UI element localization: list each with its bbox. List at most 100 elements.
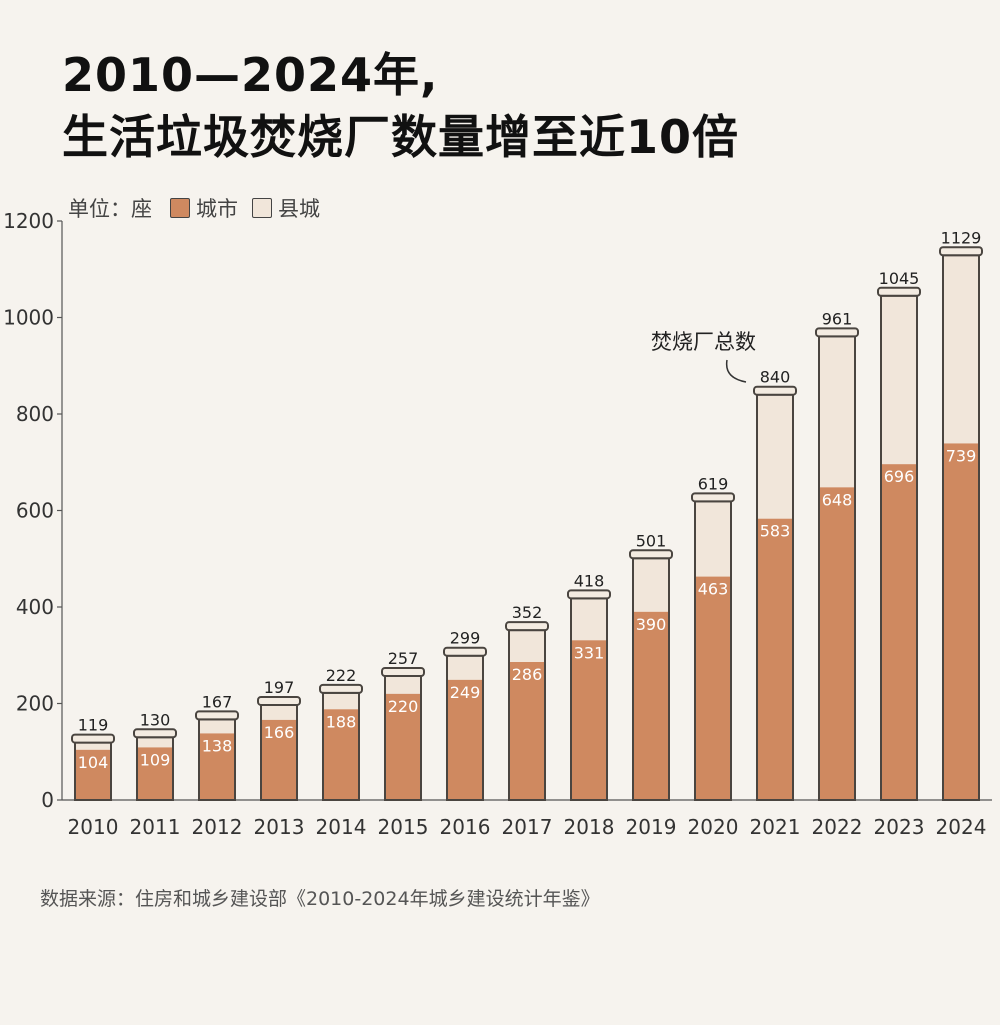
city-value-label: 286 (512, 665, 543, 684)
legend-label-city: 城市 (196, 197, 238, 221)
bar-county (447, 655, 483, 680)
total-label: 130 (140, 710, 171, 729)
chart-title: 2010—2024年, 生活垃圾焚烧厂数量增至近10倍 (62, 44, 739, 168)
total-label: 299 (450, 629, 481, 648)
annotation-label: 焚烧厂总数 (651, 330, 756, 354)
total-label: 501 (636, 531, 667, 550)
unit-label: 单位：座 (68, 197, 152, 221)
city-value-label: 331 (574, 643, 605, 662)
bar-county (323, 692, 359, 710)
city-value-label: 463 (698, 580, 729, 599)
bar-cap (877, 286, 921, 297)
bar-cap (319, 683, 363, 694)
bar-group: 352 286 (505, 603, 549, 801)
bar-group: 501 390 (629, 531, 673, 802)
bar-group: 840 583 (753, 368, 797, 801)
city-value-label: 249 (450, 683, 481, 702)
legend-item-county: 县城 (252, 193, 320, 223)
bar-group: 1045 696 (877, 269, 921, 801)
bar-group: 961 648 (815, 309, 859, 801)
source-note: 数据来源：住房和城乡建设部《2010-2024年城乡建设统计年鉴》 (40, 888, 600, 910)
bar-chart: 0 200 400 600 800 1000 1200 2010 2011 2012 2013 201… (3, 209, 992, 839)
y-tick-label: 0 (41, 788, 54, 812)
bar-cap (753, 385, 797, 396)
bar-city (323, 709, 359, 800)
bar-group: 257 220 (381, 649, 425, 801)
legend-swatch-county (252, 198, 272, 218)
total-label: 257 (388, 649, 419, 668)
bar-city (819, 487, 855, 800)
total-label: 840 (760, 368, 791, 387)
total-label: 961 (822, 309, 853, 328)
bar-group: 119 104 (71, 716, 115, 802)
bar-city (447, 679, 483, 800)
city-value-label: 188 (326, 712, 357, 731)
x-tick-label: 2022 (812, 815, 863, 839)
y-tick-label: 1200 (3, 209, 54, 233)
bar-city (571, 640, 607, 800)
total-label: 197 (264, 678, 295, 697)
bar-cap (815, 327, 859, 338)
x-tick-label: 2017 (502, 815, 553, 839)
city-value-label: 220 (388, 697, 419, 716)
bar-group: 619 463 (691, 474, 735, 801)
annotation-pointer (725, 359, 747, 383)
bar-cap (195, 710, 239, 721)
city-value-label: 104 (78, 753, 109, 772)
total-label: 619 (698, 474, 729, 493)
bar-county (881, 295, 917, 465)
x-tick-label: 2021 (750, 815, 801, 839)
bar-county (943, 255, 979, 444)
bar-county (633, 558, 669, 612)
bar-cap (691, 492, 735, 503)
bar-group: 130 109 (133, 710, 177, 802)
bar-county (261, 704, 297, 720)
total-label: 119 (78, 716, 109, 735)
bar-county (137, 737, 173, 748)
bar-city (881, 464, 917, 800)
bar-cap (505, 621, 549, 632)
bar-city (137, 747, 173, 800)
bar-cap (133, 728, 177, 739)
x-tick-label: 2020 (688, 815, 739, 839)
city-value-label: 166 (264, 723, 295, 742)
legend-label-county: 县城 (278, 197, 320, 221)
x-tick-label: 2018 (564, 815, 615, 839)
y-tick-label: 800 (16, 402, 54, 426)
x-tick-label: 2015 (378, 815, 429, 839)
title-line-2: 生活垃圾焚烧厂数量增至近10倍 (62, 110, 740, 164)
bar-county (695, 501, 731, 577)
x-tick-label: 2014 (316, 815, 367, 839)
total-label: 222 (326, 666, 357, 685)
city-value-label: 390 (636, 615, 667, 634)
bar-city (385, 693, 421, 800)
bar-cap (71, 733, 115, 744)
total-label: 1045 (879, 269, 920, 288)
bar-county (509, 630, 545, 663)
total-label: 167 (202, 692, 233, 711)
city-value-label: 648 (822, 490, 853, 509)
bar-county (571, 598, 607, 641)
bar-city (695, 576, 731, 800)
bar-cap (381, 666, 425, 677)
legend-swatch-city (170, 198, 190, 218)
bar-cap (443, 646, 487, 657)
x-tick-label: 2010 (68, 815, 119, 839)
bar-city (943, 443, 979, 800)
title-line-1: 2010—2024年, (62, 48, 439, 102)
bar-city (199, 733, 235, 800)
city-value-label: 138 (202, 736, 233, 755)
bar-county (199, 719, 235, 734)
bar-county (385, 675, 421, 694)
x-tick-label: 2016 (440, 815, 491, 839)
bar-city (633, 611, 669, 800)
bar-county (75, 742, 111, 750)
y-tick-label: 1000 (3, 306, 54, 330)
bar-cap (567, 589, 611, 600)
x-tick-label: 2013 (254, 815, 305, 839)
city-value-label: 583 (760, 522, 791, 541)
bar-group: 418 331 (567, 571, 611, 801)
city-value-label: 696 (884, 467, 915, 486)
x-tick-label: 2011 (130, 815, 181, 839)
total-label: 418 (574, 571, 605, 590)
